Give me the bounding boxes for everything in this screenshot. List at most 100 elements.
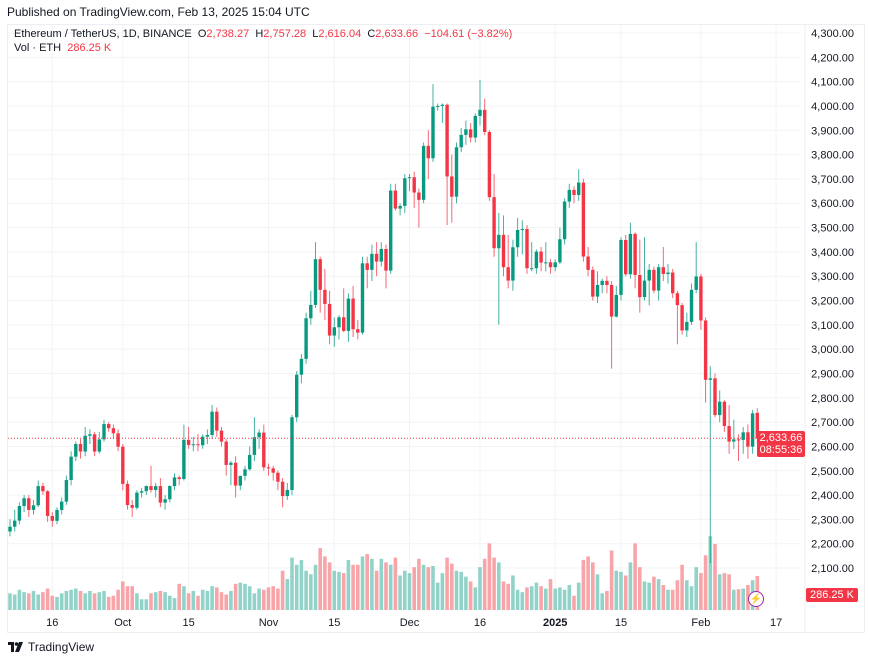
- candle-body: [567, 189, 571, 202]
- volume-bar: [722, 573, 727, 610]
- price-axis[interactable]: 2,100.00 2,200.00 2,300.00 2,400.00 2,500.00…: [811, 28, 854, 575]
- volume-bar: [360, 556, 365, 610]
- volume-bar: [464, 576, 468, 610]
- candle: [431, 84, 435, 162]
- candle: [299, 354, 304, 384]
- candle-body: [506, 267, 510, 281]
- candle: [337, 315, 341, 340]
- candle-body: [210, 411, 214, 436]
- volume-bar: [398, 575, 402, 610]
- volume-bar: [262, 589, 266, 610]
- volume-bar: [670, 589, 675, 610]
- volume-bar: [205, 590, 210, 610]
- candle-body: [736, 439, 741, 441]
- candle-body: [530, 268, 534, 270]
- candle: [530, 242, 534, 272]
- volume-bar: [125, 586, 130, 610]
- price-tick-label: 2,900.00: [811, 368, 854, 380]
- candle-body: [746, 432, 750, 447]
- symbol-title[interactable]: Ethereum / TetherUS, 1D, BINANCE: [14, 28, 192, 40]
- volume-legend-label[interactable]: Vol · ETH: [14, 42, 62, 54]
- volume-bar: [703, 555, 708, 610]
- candle: [327, 290, 332, 345]
- candle-body: [553, 262, 557, 268]
- volume-bar: [600, 593, 604, 610]
- volume-bar: [544, 588, 548, 610]
- high-value: 2,757.28: [263, 28, 307, 40]
- candle: [27, 495, 31, 517]
- time-axis[interactable]: 16 Oct 15 Nov 15 Dec 16 2025 15 Feb 17: [46, 617, 782, 629]
- volume-bar: [468, 581, 473, 610]
- volume-bar: [346, 560, 351, 610]
- candle: [421, 142, 426, 204]
- candle: [539, 247, 543, 272]
- volume-bar: [591, 562, 595, 610]
- chart-panel[interactable]: [7, 24, 865, 633]
- candle-body: [309, 304, 313, 319]
- volume-bar: [647, 582, 651, 610]
- footer-brand[interactable]: TradingView: [28, 640, 95, 654]
- candle-body: [17, 506, 22, 521]
- candle-body: [149, 486, 153, 490]
- candle: [685, 312, 689, 337]
- volume-bar: [685, 580, 689, 610]
- volume-bar: [623, 575, 628, 610]
- volume-bar: [699, 573, 703, 610]
- candle-body: [426, 145, 430, 159]
- candle: [558, 227, 562, 265]
- candle-body: [107, 424, 111, 429]
- volume-bar: [266, 587, 271, 610]
- volume-bar: [581, 560, 586, 610]
- volume-bar: [365, 554, 369, 610]
- price-tick-label: 3,100.00: [811, 320, 854, 332]
- candle: [201, 434, 205, 449]
- candle: [600, 278, 604, 294]
- candle-body: [483, 109, 487, 132]
- candle-body: [478, 109, 482, 116]
- lightning-icon[interactable]: ⚡: [748, 591, 764, 607]
- candle: [727, 405, 731, 454]
- candle: [219, 426, 224, 447]
- candle: [454, 142, 459, 204]
- candle: [36, 480, 40, 508]
- candle: [483, 98, 487, 136]
- candle-body: [116, 433, 120, 447]
- published-note: Published on TradingView.com, Feb 13, 20…: [7, 5, 310, 19]
- candle-body: [182, 439, 186, 480]
- volume-bar: [313, 564, 318, 610]
- candle-body: [525, 229, 529, 269]
- candle-body: [454, 147, 459, 197]
- price-tick-label: 2,300.00: [811, 514, 854, 526]
- volume-bar: [421, 564, 426, 610]
- candle-body: [492, 197, 496, 249]
- candle: [50, 512, 54, 527]
- candle: [41, 482, 45, 496]
- candle: [229, 461, 233, 486]
- candle-body: [370, 253, 374, 270]
- candle: [318, 256, 322, 313]
- candle-body: [88, 434, 92, 436]
- price-tick-label: 2,600.00: [811, 441, 854, 453]
- candle: [271, 465, 275, 481]
- volume-bar: [233, 583, 238, 610]
- candle-body: [501, 234, 506, 268]
- price-tick-label: 2,400.00: [811, 490, 854, 502]
- candle: [417, 188, 421, 228]
- candle: [478, 79, 482, 126]
- candle-body: [224, 441, 228, 465]
- volume-bar: [539, 586, 543, 610]
- candle-body: [685, 321, 689, 331]
- candle: [238, 475, 242, 491]
- candle: [525, 225, 529, 274]
- volume-bar: [280, 570, 285, 610]
- volume-bar: [186, 593, 191, 610]
- candle: [652, 266, 656, 294]
- candle: [356, 319, 360, 340]
- volume-bar: [74, 588, 78, 610]
- candle: [426, 130, 430, 179]
- candle: [595, 271, 600, 303]
- high-label: H: [255, 28, 264, 40]
- candle-body: [342, 317, 346, 331]
- candle: [139, 487, 144, 498]
